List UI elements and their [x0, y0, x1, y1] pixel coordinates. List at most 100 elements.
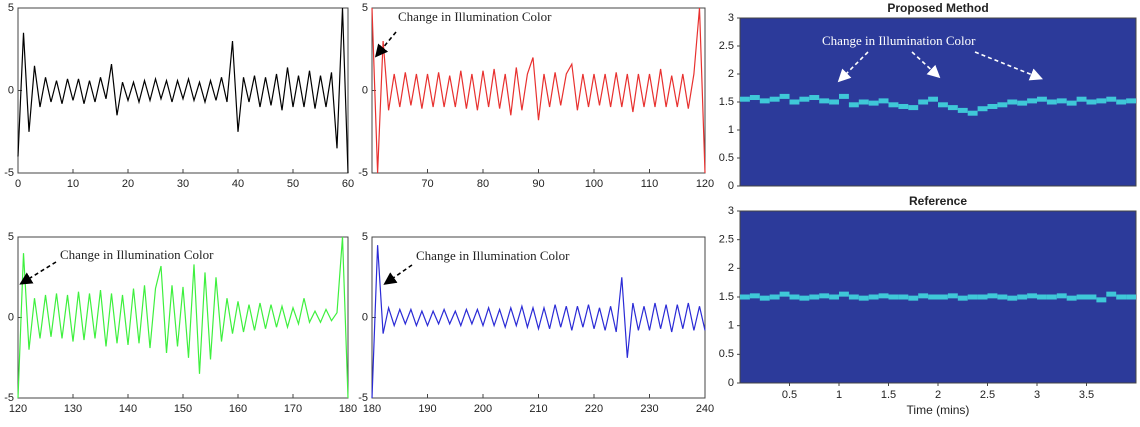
annotation-arrow — [383, 264, 413, 285]
peak-cell — [967, 294, 978, 300]
peak-cell — [967, 110, 978, 116]
x-tick-label: 3.5 — [1079, 389, 1094, 401]
x-tick-label: 90 — [532, 178, 544, 190]
x-tick-label: 210 — [529, 403, 547, 415]
peak-cell — [839, 291, 849, 297]
peak-cell — [947, 293, 958, 299]
peak-cell — [1027, 98, 1037, 104]
plot-frame — [17, 236, 349, 399]
peak-cell — [819, 98, 830, 104]
y-tick-label: 5 — [362, 231, 368, 243]
peak-cell — [888, 102, 899, 108]
x-tick-label: 100 — [585, 178, 603, 190]
x-tick-label: 120 — [696, 178, 714, 190]
peak-cell — [908, 295, 919, 301]
y-tick-label: 5 — [8, 231, 14, 243]
x-tick-label: 1 — [836, 389, 842, 401]
x-tick-label: 80 — [477, 178, 489, 190]
x-tick-label: 150 — [174, 403, 192, 415]
peak-cell — [858, 295, 869, 301]
x-tick-label: 110 — [641, 178, 659, 190]
y-tick-label: 0 — [728, 180, 734, 192]
annotation: Change in Illumination Color — [822, 33, 976, 48]
peak-cell — [1086, 294, 1097, 300]
x-tick-label: 140 — [119, 403, 137, 415]
peak-cell — [1076, 96, 1087, 102]
peak-cell — [1126, 98, 1136, 104]
peak-cell — [898, 103, 909, 109]
y-tick-label: 0 — [728, 377, 734, 389]
y-tick-label: -5 — [4, 392, 14, 404]
y-tick-label: 0 — [8, 311, 14, 323]
y-tick-label: -5 — [358, 392, 368, 404]
peak-cell — [868, 294, 879, 300]
x-tick-label: 10 — [67, 178, 79, 190]
peak-cell — [759, 295, 770, 301]
peak-cell — [1126, 294, 1136, 300]
x-tick-label: 60 — [342, 178, 354, 190]
peak-cell — [858, 99, 869, 105]
peak-cell — [829, 99, 839, 105]
peak-cell — [977, 294, 988, 300]
peak-cell — [997, 294, 1008, 300]
y-tick-label: -5 — [358, 167, 368, 179]
x-tick-label: 2 — [935, 389, 941, 401]
y-tick-label: 0 — [362, 311, 368, 323]
y-tick-label: 2 — [728, 262, 734, 274]
plot-frame — [371, 7, 706, 174]
peak-cell — [1027, 293, 1037, 299]
peak-cell — [868, 100, 879, 106]
peak-cell — [987, 103, 998, 109]
peak-cell — [789, 99, 800, 105]
y-tick-label: 5 — [362, 2, 368, 14]
x-tick-label: 180 — [363, 403, 381, 415]
peak-cell — [1116, 294, 1127, 300]
y-tick-label: 0.5 — [719, 348, 734, 360]
y-tick-label: 2 — [728, 68, 734, 80]
annotation-arrow — [974, 51, 1043, 81]
peak-cell — [1096, 297, 1107, 303]
peak-cell — [888, 294, 899, 300]
annotation: Change in Illumination Color — [60, 247, 214, 262]
signal-line — [17, 236, 349, 399]
peak-cell — [1007, 295, 1018, 301]
x-tick-label: 200 — [474, 403, 492, 415]
peak-cell — [779, 291, 790, 297]
peak-cell — [997, 102, 1008, 108]
x-tick-label: 220 — [585, 403, 603, 415]
x-tick-label: 120 — [9, 403, 27, 415]
peak-cell — [1056, 98, 1067, 104]
annotation: Change in Illumination Color — [398, 9, 552, 24]
x-tick-label: 190 — [418, 403, 436, 415]
peak-cell — [918, 293, 929, 299]
annotation: Change in Illumination Color — [416, 248, 570, 263]
plot-frame — [17, 7, 349, 174]
peak-cell — [1116, 99, 1127, 105]
signal-line — [371, 7, 706, 174]
x-tick-label: 30 — [177, 178, 189, 190]
peak-cell — [1076, 294, 1087, 300]
peak-cell — [1046, 294, 1057, 300]
peak-cell — [740, 294, 750, 300]
x-tick-label: 50 — [287, 178, 299, 190]
peak-cell — [1056, 293, 1067, 299]
peak-cell — [799, 96, 810, 102]
x-tick-label: 160 — [229, 403, 247, 415]
peak-cell — [829, 294, 839, 300]
x-tick-label: 3 — [1034, 389, 1040, 401]
peak-cell — [839, 93, 849, 99]
peak-cell — [848, 294, 859, 300]
peak-cell — [1106, 291, 1117, 297]
peak-cell — [799, 295, 810, 301]
peak-cell — [928, 294, 938, 300]
x-tick-label: 2.5 — [980, 389, 995, 401]
peak-cell — [957, 107, 968, 113]
peak-cell — [809, 294, 820, 300]
peak-cell — [1007, 99, 1018, 105]
peak-cell — [1017, 294, 1028, 300]
x-tick-label: 170 — [284, 403, 302, 415]
peak-cell — [769, 294, 780, 300]
x-tick-label: 40 — [232, 178, 244, 190]
peak-cell — [938, 294, 948, 300]
